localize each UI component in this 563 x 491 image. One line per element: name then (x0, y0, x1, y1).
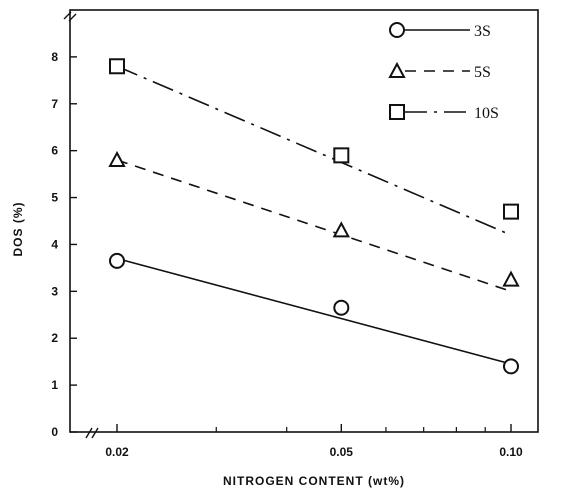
x-axis-break-mark (85, 427, 99, 439)
x-tick-label: 0.05 (330, 445, 354, 459)
data-markers (108, 58, 520, 375)
y-ticks: 0 1 2 3 4 5 6 7 8 (51, 50, 77, 439)
legend: 3S 5S 10S (388, 22, 499, 122)
data-point-10s (333, 147, 350, 164)
legend-marker-5s (388, 61, 406, 78)
data-point-5s (502, 270, 520, 287)
data-point-3s (333, 299, 350, 316)
y-axis-break-mark (63, 11, 77, 22)
legend-label-10s: 10S (474, 105, 499, 122)
legend-marker-10s (389, 104, 405, 120)
legend-label-3s: 3S (474, 23, 491, 40)
x-axis-label: NITROGEN CONTENT (wt%) (223, 474, 405, 488)
plot-frame (69, 9, 539, 433)
y-tick-label: 2 (51, 331, 58, 345)
axes (63, 9, 539, 439)
data-point-3s (503, 358, 519, 375)
y-tick-label: 8 (51, 50, 58, 64)
y-tick-label: 1 (51, 378, 58, 392)
fit-line-3s (116, 257, 512, 365)
fit-line-5s (116, 159, 512, 293)
fit-line-10s (116, 65, 512, 236)
x-ticks: 0.02 0.05 0.10 (105, 424, 523, 459)
data-point-10s (109, 58, 125, 75)
x-tick-label: 0.10 (499, 445, 523, 459)
y-tick-label: 0 (51, 425, 58, 439)
y-tick-label: 7 (51, 97, 58, 111)
data-point-3s (109, 252, 125, 269)
x-tick-label: 0.02 (105, 445, 129, 459)
data-point-5s (332, 221, 350, 238)
y-tick-label: 6 (51, 144, 58, 158)
fit-lines (116, 65, 512, 365)
y-axis-label: DOS (%) (11, 202, 25, 257)
legend-marker-3s (389, 22, 405, 38)
y-tick-label: 5 (51, 191, 58, 205)
legend-label-5s: 5S (474, 64, 491, 81)
y-tick-label: 3 (51, 284, 58, 298)
data-point-10s (503, 203, 519, 220)
data-point-5s (108, 150, 126, 168)
y-tick-label: 4 (51, 237, 58, 251)
